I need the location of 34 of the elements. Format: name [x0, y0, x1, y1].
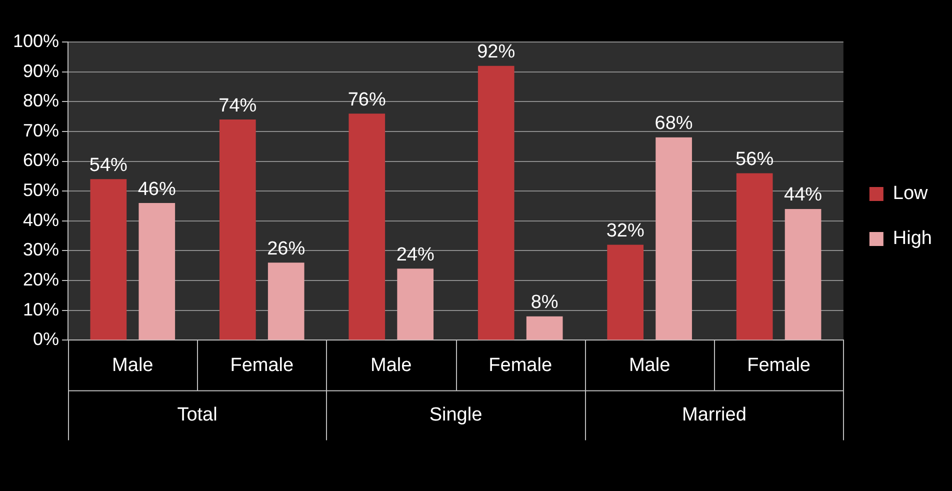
x-tick-label: Male — [112, 354, 154, 376]
data-label: 76% — [348, 89, 386, 110]
data-label: 54% — [89, 154, 128, 176]
y-tick-label: 70% — [23, 120, 60, 140]
x-tick-label: Female — [488, 354, 552, 376]
x-tick-label: Male — [628, 354, 670, 376]
y-tick-label: 50% — [23, 180, 60, 200]
y-tick-label: 60% — [23, 150, 60, 170]
legend-label: High — [892, 228, 932, 250]
x-tick-label: Male — [370, 354, 412, 376]
text: Single — [429, 404, 482, 426]
y-tick-label: 40% — [23, 210, 60, 230]
legend-label: Low — [892, 183, 928, 204]
y-tick-label: 80% — [23, 90, 60, 111]
x-tick-label: Female — [747, 354, 810, 376]
data-label: 8% — [530, 292, 558, 314]
data-label: 26% — [267, 238, 306, 260]
data-label: 92% — [477, 42, 516, 63]
data-label: 68% — [654, 113, 693, 134]
data-label: 32% — [606, 220, 644, 242]
text: Total — [177, 404, 218, 426]
data-label: 24% — [396, 244, 434, 266]
y-tick-label: 0% — [33, 329, 60, 350]
data-label: 74% — [218, 95, 257, 116]
x-tick-label: Female — [230, 354, 294, 376]
data-label: 46% — [138, 178, 176, 200]
data-label: 56% — [736, 148, 774, 170]
y-tick-label: 30% — [23, 240, 60, 260]
data-label: 44% — [784, 184, 822, 206]
y-tick-label: 90% — [23, 60, 60, 81]
y-tick-label: 10% — [23, 299, 60, 320]
y-tick-label: 20% — [23, 270, 60, 290]
text: Married — [682, 404, 746, 426]
y-tick-label: 100% — [12, 30, 60, 51]
